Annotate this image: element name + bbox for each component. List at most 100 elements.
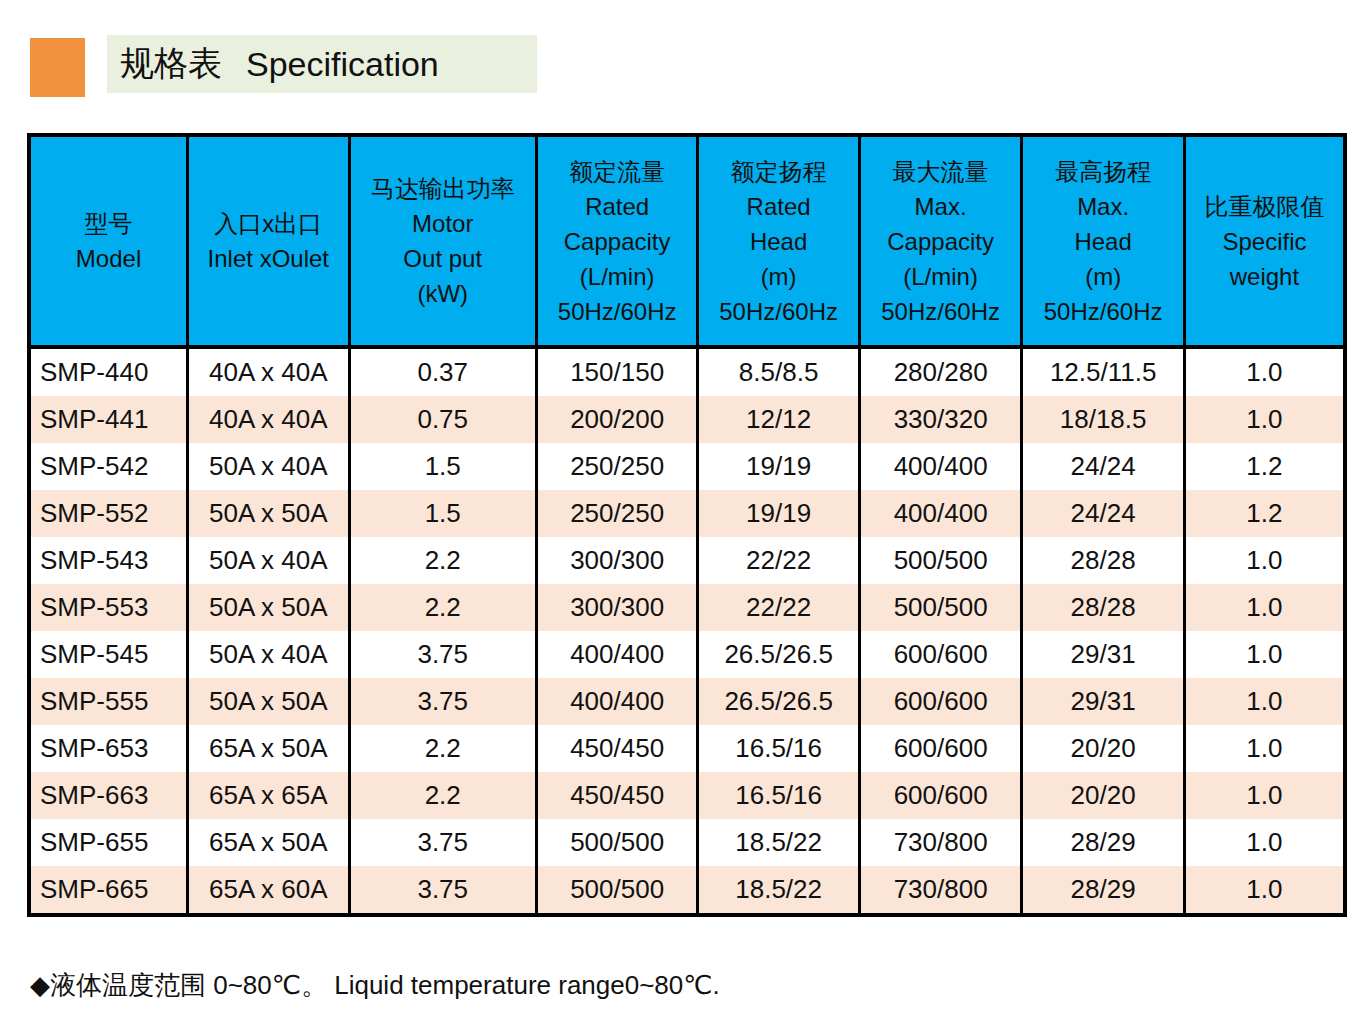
- cell-rated-head: 22/22: [698, 537, 859, 584]
- table-row: SMP-55250A x 50A1.5250/25019/19400/40024…: [29, 490, 1345, 537]
- col-header-line: 入口x出口: [189, 206, 347, 241]
- cell-max-capacity: 600/600: [859, 725, 1022, 772]
- cell-max-head: 20/20: [1022, 772, 1185, 819]
- cell-rated-capacity: 150/150: [536, 347, 697, 396]
- table-header: 型号Model入口x出口Inlet xOulet马达输出功率MotorOut p…: [29, 135, 1345, 347]
- cell-model: SMP-653: [29, 725, 188, 772]
- cell-rated-head: 26.5/26.5: [698, 678, 859, 725]
- col-header-line: (m): [1023, 259, 1183, 294]
- cell-specific-weight: 1.2: [1184, 443, 1345, 490]
- cell-rated-capacity: 250/250: [536, 490, 697, 537]
- col-header-line: (kW): [351, 276, 535, 311]
- col-header-max-head: 最高扬程Max.Head(m)50Hz/60Hz: [1022, 135, 1185, 347]
- cell-inlet-outlet: 65A x 50A: [188, 725, 349, 772]
- col-header-specific-weight: 比重极限值Specificweight: [1184, 135, 1345, 347]
- cell-rated-head: 8.5/8.5: [698, 347, 859, 396]
- table-header-row: 型号Model入口x出口Inlet xOulet马达输出功率MotorOut p…: [29, 135, 1345, 347]
- cell-model: SMP-542: [29, 443, 188, 490]
- col-header-line: 50Hz/60Hz: [538, 294, 696, 329]
- col-header-line: 比重极限值: [1186, 189, 1343, 224]
- table-row: SMP-54250A x 40A1.5250/25019/19400/40024…: [29, 443, 1345, 490]
- table-row: SMP-54550A x 40A3.75400/40026.5/26.5600/…: [29, 631, 1345, 678]
- cell-specific-weight: 1.0: [1184, 866, 1345, 915]
- col-header-max-capacity: 最大流量Max.Cappacity(L/min)50Hz/60Hz: [859, 135, 1022, 347]
- col-header-line: Motor: [351, 206, 535, 241]
- table-row: SMP-66565A x 60A3.75500/50018.5/22730/80…: [29, 866, 1345, 915]
- cell-max-capacity: 600/600: [859, 678, 1022, 725]
- cell-inlet-outlet: 50A x 50A: [188, 584, 349, 631]
- table-row: SMP-54350A x 40A2.2300/30022/22500/50028…: [29, 537, 1345, 584]
- col-header-line: (L/min): [538, 259, 696, 294]
- col-header-model: 型号Model: [29, 135, 188, 347]
- cell-max-head: 24/24: [1022, 490, 1185, 537]
- col-header-line: (L/min): [861, 259, 1021, 294]
- col-header-line: Cappacity: [861, 224, 1021, 259]
- cell-specific-weight: 1.0: [1184, 396, 1345, 443]
- col-header-rated-head: 额定扬程RatedHead(m)50Hz/60Hz: [698, 135, 859, 347]
- cell-max-head: 29/31: [1022, 631, 1185, 678]
- cell-rated-head: 19/19: [698, 443, 859, 490]
- cell-max-capacity: 500/500: [859, 584, 1022, 631]
- col-header-line: (m): [699, 259, 857, 294]
- cell-specific-weight: 1.0: [1184, 772, 1345, 819]
- page-title: 规格表 Specification: [107, 35, 537, 93]
- cell-motor-output: 0.37: [349, 347, 536, 396]
- cell-max-head: 12.5/11.5: [1022, 347, 1185, 396]
- cell-rated-head: 16.5/16: [698, 725, 859, 772]
- cell-inlet-outlet: 50A x 40A: [188, 443, 349, 490]
- cell-rated-head: 16.5/16: [698, 772, 859, 819]
- cell-max-capacity: 500/500: [859, 537, 1022, 584]
- cell-model: SMP-543: [29, 537, 188, 584]
- cell-motor-output: 2.2: [349, 725, 536, 772]
- cell-motor-output: 1.5: [349, 443, 536, 490]
- cell-max-head: 20/20: [1022, 725, 1185, 772]
- cell-model: SMP-655: [29, 819, 188, 866]
- cell-rated-head: 26.5/26.5: [698, 631, 859, 678]
- cell-rated-capacity: 400/400: [536, 631, 697, 678]
- cell-motor-output: 3.75: [349, 631, 536, 678]
- cell-rated-capacity: 250/250: [536, 443, 697, 490]
- cell-max-head: 28/28: [1022, 584, 1185, 631]
- cell-inlet-outlet: 50A x 50A: [188, 678, 349, 725]
- col-header-line: Max.: [861, 189, 1021, 224]
- col-header-line: 额定扬程: [699, 154, 857, 189]
- col-header-line: Rated: [538, 189, 696, 224]
- cell-inlet-outlet: 50A x 50A: [188, 490, 349, 537]
- title-accent-square: [30, 38, 85, 97]
- table-row: SMP-65565A x 50A3.75500/50018.5/22730/80…: [29, 819, 1345, 866]
- col-header-line: 马达输出功率: [351, 171, 535, 206]
- cell-max-head: 28/29: [1022, 866, 1185, 915]
- col-header-line: 50Hz/60Hz: [699, 294, 857, 329]
- cell-max-capacity: 330/320: [859, 396, 1022, 443]
- cell-rated-capacity: 300/300: [536, 537, 697, 584]
- cell-rated-capacity: 200/200: [536, 396, 697, 443]
- col-header-line: Out put: [351, 241, 535, 276]
- cell-motor-output: 3.75: [349, 866, 536, 915]
- col-header-line: 最高扬程: [1023, 154, 1183, 189]
- table-row: SMP-55550A x 50A3.75400/40026.5/26.5600/…: [29, 678, 1345, 725]
- cell-specific-weight: 1.0: [1184, 725, 1345, 772]
- cell-specific-weight: 1.0: [1184, 678, 1345, 725]
- cell-motor-output: 2.2: [349, 537, 536, 584]
- cell-specific-weight: 1.0: [1184, 537, 1345, 584]
- col-header-line: Rated: [699, 189, 857, 224]
- cell-rated-capacity: 500/500: [536, 866, 697, 915]
- specification-table: 型号Model入口x出口Inlet xOulet马达输出功率MotorOut p…: [27, 133, 1347, 917]
- cell-motor-output: 2.2: [349, 772, 536, 819]
- cell-motor-output: 3.75: [349, 678, 536, 725]
- cell-specific-weight: 1.2: [1184, 490, 1345, 537]
- cell-rated-capacity: 450/450: [536, 772, 697, 819]
- temperature-note: ◆液体温度范围 0~80℃。 Liquid temperature range0…: [30, 968, 720, 1003]
- cell-inlet-outlet: 65A x 65A: [188, 772, 349, 819]
- cell-specific-weight: 1.0: [1184, 347, 1345, 396]
- col-header-line: weight: [1186, 259, 1343, 294]
- col-header-line: 50Hz/60Hz: [861, 294, 1021, 329]
- col-header-line: 型号: [31, 206, 186, 241]
- cell-max-head: 29/31: [1022, 678, 1185, 725]
- cell-rated-head: 12/12: [698, 396, 859, 443]
- cell-max-capacity: 730/800: [859, 866, 1022, 915]
- cell-max-capacity: 600/600: [859, 772, 1022, 819]
- col-header-line: Inlet xOulet: [189, 241, 347, 276]
- cell-max-head: 24/24: [1022, 443, 1185, 490]
- col-header-line: Max.: [1023, 189, 1183, 224]
